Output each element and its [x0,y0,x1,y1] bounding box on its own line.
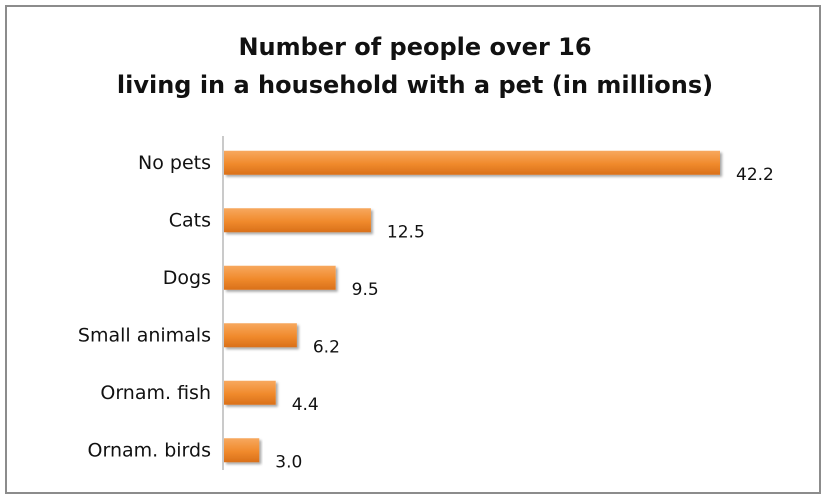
value-label-dogs: 9.5 [352,280,379,300]
bar-cats [224,208,371,233]
chart-title-line-1: Number of people over 16 [238,33,592,61]
value-label-cats: 12.5 [387,222,425,242]
chart-title: Number of people over 16 living in a hou… [0,28,830,104]
category-label-small-animals: Small animals [78,324,211,346]
chart-title-line-2: living in a household with a pet (in mil… [116,71,714,99]
category-label-ornam-birds: Ornam. birds [88,439,211,461]
value-label-small-animals: 6.2 [313,337,340,357]
chart-frame [5,5,821,494]
category-label-cats: Cats [169,209,211,231]
bar-dogs [224,265,336,290]
value-label-ornam-birds: 3.0 [275,452,302,472]
category-label-no-pets: No pets [138,152,211,174]
category-label-ornam-fish: Ornam. fish [100,382,211,404]
value-label-no-pets: 42.2 [736,165,774,185]
bar-ornam-birds [224,438,260,463]
bar-small-animals [224,323,297,348]
bar-no-pets [224,150,720,175]
value-label-ornam-fish: 4.4 [292,395,319,415]
bar-ornam-fish [224,380,276,405]
category-label-dogs: Dogs [163,267,211,289]
